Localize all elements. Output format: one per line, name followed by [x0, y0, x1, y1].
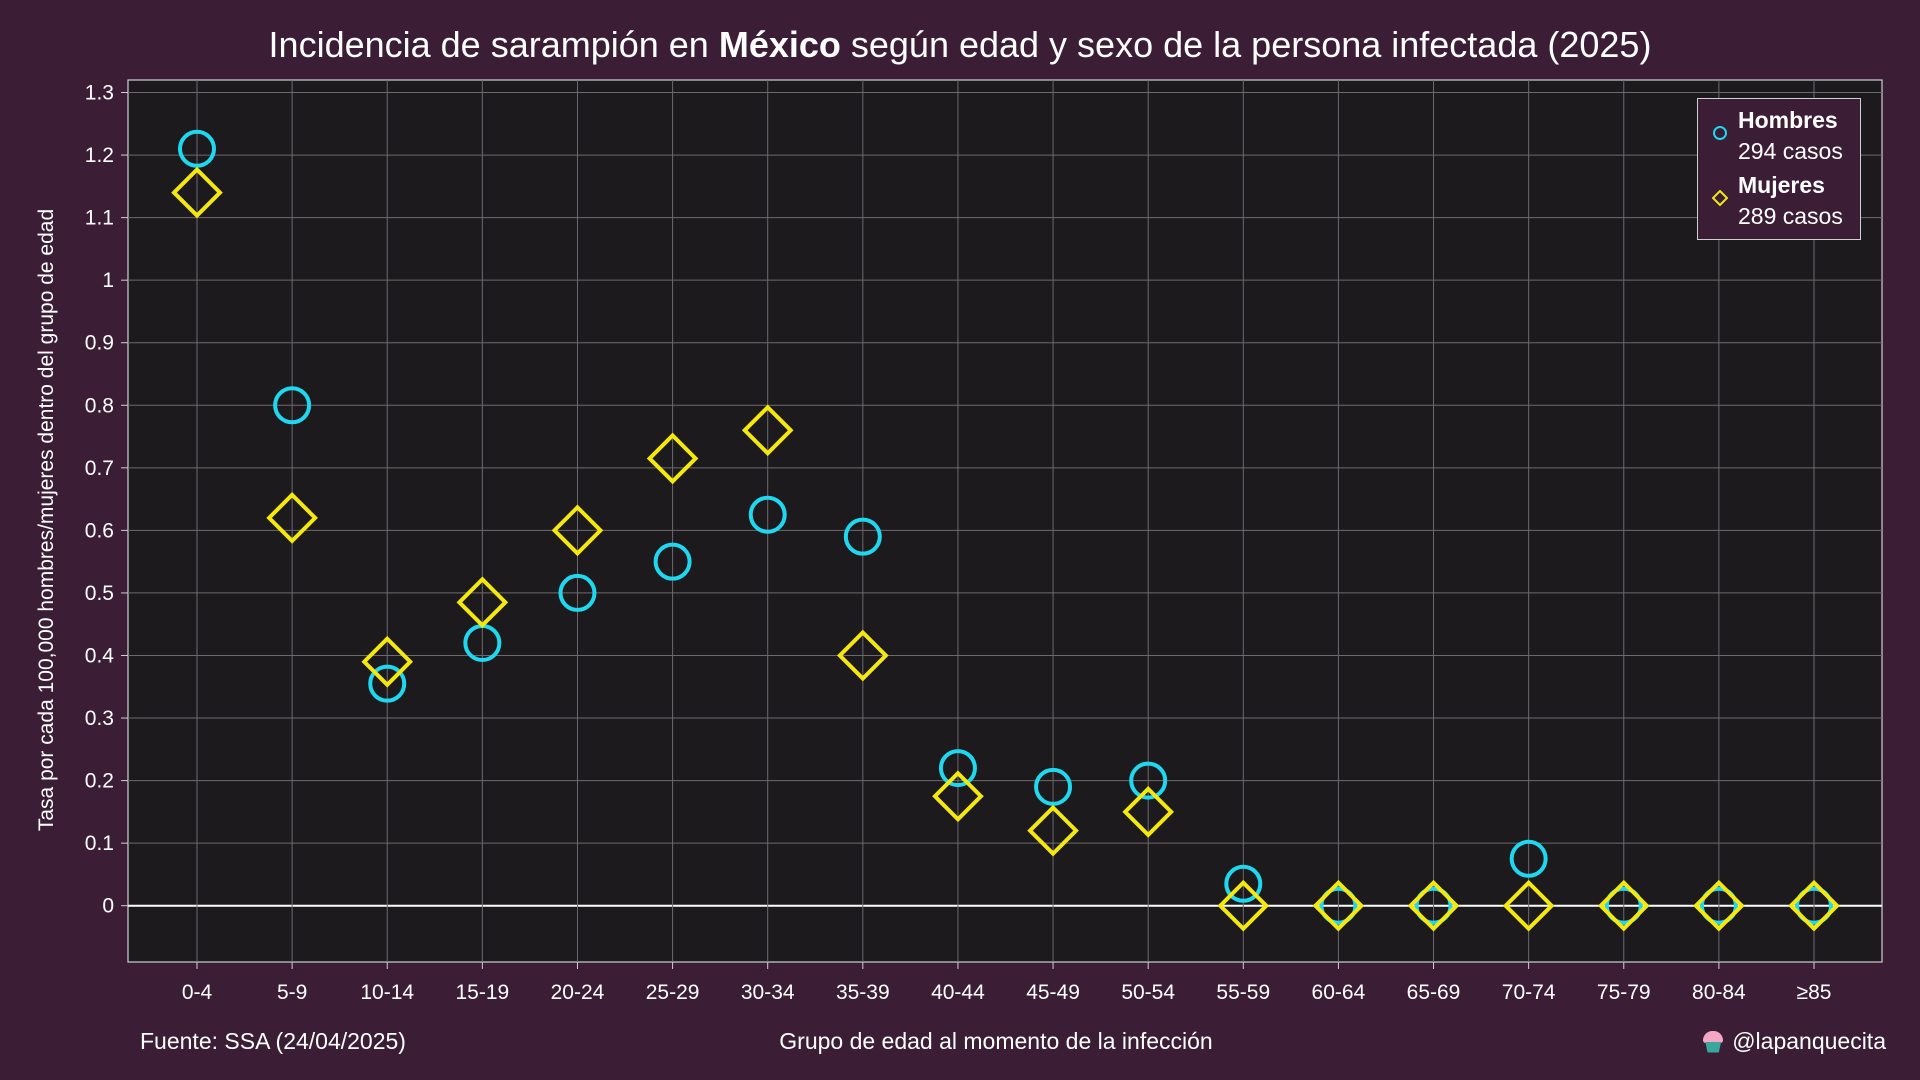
y-tick-label: 1: [102, 269, 114, 292]
x-tick-label: 25-29: [646, 981, 700, 1004]
data-point-hombres: [1604, 886, 1643, 925]
y-tick-label: 0.5: [85, 582, 114, 605]
y-tick-label: 1.2: [85, 144, 114, 167]
x-tick-label: 45-49: [1026, 981, 1080, 1004]
data-point-mujeres: [1407, 879, 1460, 932]
x-axis-label: Grupo de edad al momento de la infección: [779, 1028, 1213, 1054]
legend-mujeres-count: 289 casos: [1738, 203, 1843, 229]
y-tick-label: 1.3: [85, 82, 114, 105]
data-point-hombres: [273, 386, 312, 425]
data-point-hombres: [1034, 767, 1073, 806]
legend-hombres-count: 294 casos: [1738, 138, 1843, 164]
data-point-hombres: [1224, 864, 1263, 903]
y-tick-label: 1.1: [85, 207, 114, 230]
data-point-hombres: [558, 573, 597, 612]
data-point-mujeres: [266, 492, 318, 544]
data-point-mujeres: [551, 504, 604, 557]
y-tick-label: 0.6: [85, 519, 114, 542]
x-tick-label: 30-34: [741, 981, 795, 1004]
y-tick-label: 0.2: [85, 770, 114, 793]
data-point-hombres: [748, 495, 787, 534]
legend-circle-marker: [1713, 126, 1727, 140]
y-tick-label: 0.9: [85, 332, 114, 355]
x-tick-label: 20-24: [551, 981, 605, 1004]
x-tick-label: 65-69: [1407, 981, 1461, 1004]
data-point-mujeres: [1217, 879, 1270, 932]
title-prefix: Incidencia de sarampión en: [268, 24, 719, 65]
title-country: México: [718, 24, 841, 65]
legend-mujeres-name: Mujeres: [1738, 172, 1825, 198]
data-point-mujeres: [1693, 879, 1745, 932]
data-point-hombres: [1129, 761, 1168, 800]
x-tick-label: 5-9: [277, 981, 307, 1004]
data-point-hombres: [368, 664, 407, 703]
x-tick-label: 60-64: [1312, 981, 1366, 1004]
data-point-mujeres: [1312, 879, 1365, 932]
y-axis-label: Tasa por cada 100,000 hombres/mujeres de…: [35, 209, 58, 831]
y-tick-label: 0: [102, 895, 114, 918]
data-point-mujeres: [646, 432, 699, 485]
y-tick-label: 0.3: [85, 707, 114, 730]
data-point-mujeres: [932, 770, 984, 823]
data-point-hombres: [1699, 886, 1738, 925]
data-point-mujeres: [1597, 879, 1650, 932]
x-tick-label: 55-59: [1216, 981, 1270, 1004]
chart-title: Incidencia de sarampión en México según …: [0, 24, 1920, 66]
x-tick-label: ≥85: [1797, 981, 1832, 1004]
author-handle: @lapanquecita: [1732, 1028, 1886, 1054]
data-point-mujeres: [1788, 879, 1840, 932]
data-point-mujeres: [361, 635, 414, 688]
y-tick-label: 0.1: [85, 832, 114, 855]
cupcake-icon: [1702, 1030, 1724, 1054]
y-tick-label: 0.7: [85, 457, 114, 480]
data-point-mujeres: [1502, 879, 1555, 932]
legend-diamond-marker: [1712, 190, 1728, 206]
plot-area: [127, 79, 1883, 963]
author-credit: @lapanquecita: [1702, 1028, 1886, 1055]
source-note: Fuente: SSA (24/04/2025): [140, 1028, 406, 1054]
legend-hombres-name: Hombres: [1738, 107, 1838, 133]
data-point-hombres: [1509, 839, 1548, 878]
data-point-hombres: [938, 749, 977, 788]
legend: Hombres 294 casos Mujeres 289 casos: [1697, 98, 1861, 240]
data-point-mujeres: [456, 576, 509, 629]
data-point-hombres: [1795, 886, 1833, 925]
data-point-mujeres: [836, 629, 889, 682]
x-tick-label: 75-79: [1597, 981, 1651, 1004]
x-tick-label: 40-44: [931, 981, 985, 1004]
data-point-mujeres: [1122, 786, 1175, 838]
x-tick-label: 80-84: [1692, 981, 1746, 1004]
x-tick-label: 15-19: [455, 981, 509, 1004]
data-point-hombres: [653, 542, 692, 581]
x-tick-label: 70-74: [1502, 981, 1556, 1004]
data-point-mujeres: [1027, 804, 1079, 857]
x-tick-label: 35-39: [836, 981, 890, 1004]
x-tick-label: 50-54: [1121, 981, 1175, 1004]
y-tick-label: 0.8: [85, 394, 114, 417]
x-tick-label: 0-4: [182, 981, 213, 1004]
data-point-hombres: [1414, 886, 1453, 925]
title-suffix: según edad y sexo de la persona infectad…: [840, 24, 1652, 65]
data-point-mujeres: [171, 166, 223, 219]
data-point-mujeres: [741, 404, 794, 457]
data-point-hombres: [178, 129, 216, 168]
x-tick-label: 10-14: [360, 981, 414, 1004]
y-tick-label: 0.4: [85, 644, 115, 667]
data-point-hombres: [843, 517, 882, 556]
data-point-hombres: [1319, 886, 1358, 925]
